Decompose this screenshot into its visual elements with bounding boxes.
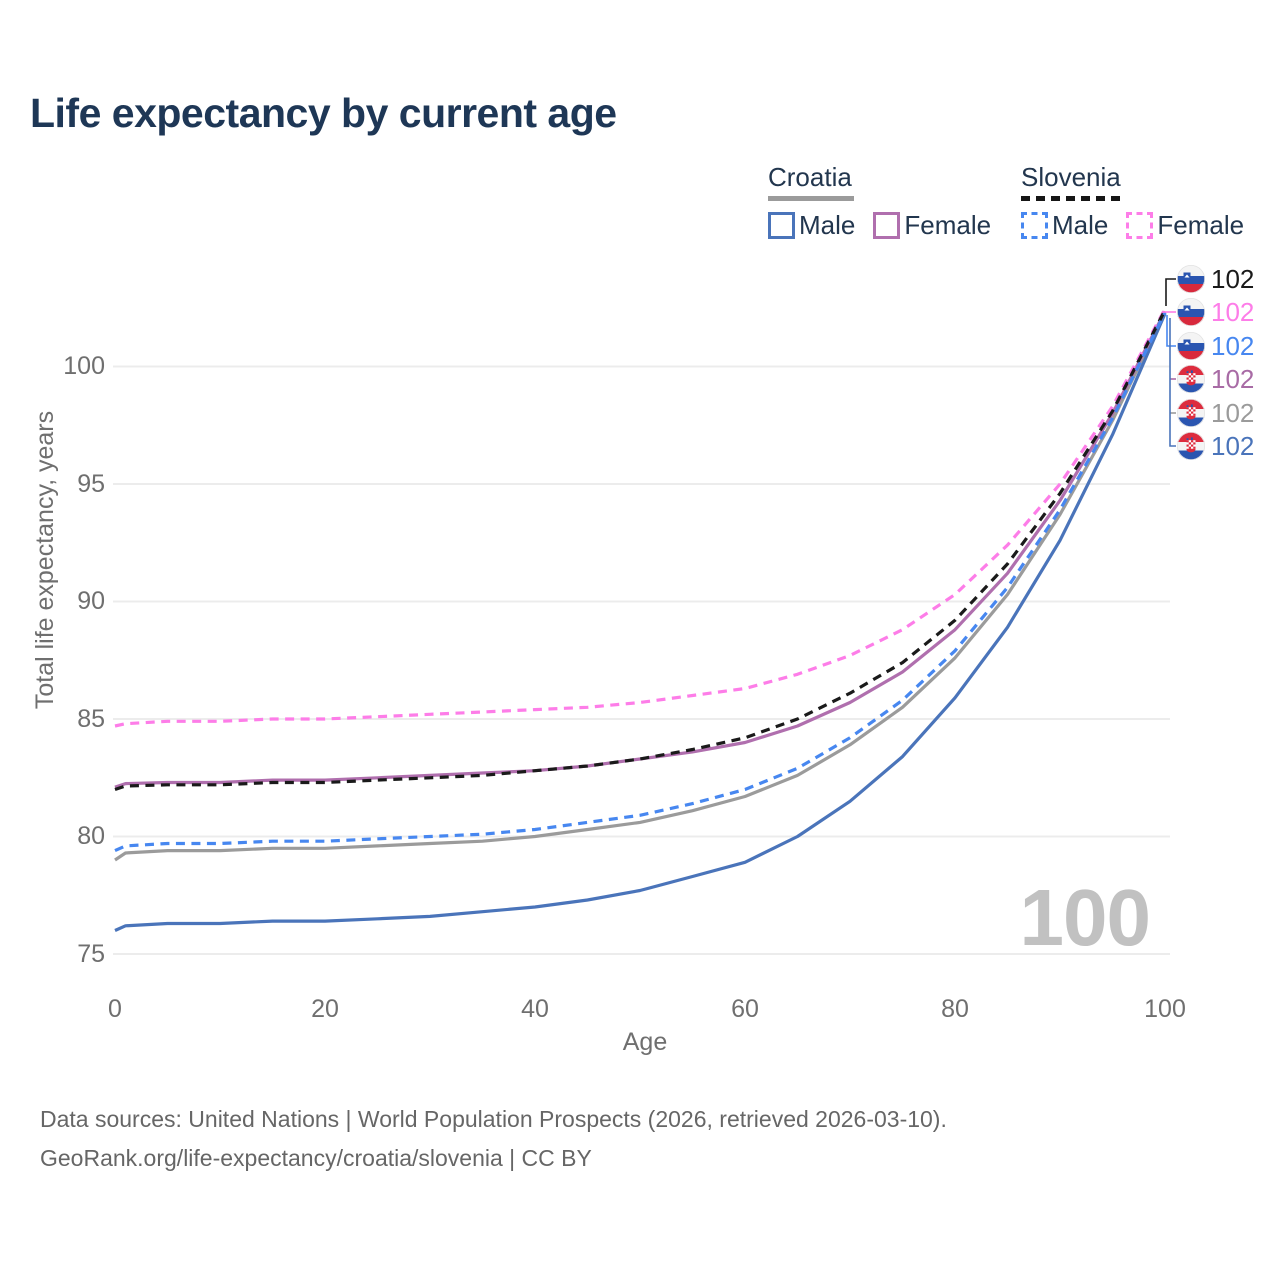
slovenia-flag-icon xyxy=(1177,298,1205,326)
end-value-croatia-female: 102 xyxy=(1211,363,1255,394)
x-tick-100: 100 xyxy=(1144,995,1186,1023)
slovenia-male-swatch-icon xyxy=(1021,212,1048,239)
legend-croatia-male-label: Male xyxy=(799,210,856,240)
end-value-slovenia-female: 102 xyxy=(1211,296,1255,327)
y-tick-85: 85 xyxy=(77,705,105,733)
croatia-flag-icon xyxy=(1177,432,1205,460)
legend-item-croatia-male[interactable]: Male xyxy=(768,210,855,241)
x-tick-40: 40 xyxy=(521,995,549,1023)
legend-croatia-entries: Male Female xyxy=(768,210,991,241)
croatia-male-swatch-icon xyxy=(768,212,795,239)
croatia-female-swatch-icon xyxy=(873,212,901,239)
y-tick-95: 95 xyxy=(77,470,105,498)
data-sources-text: Data sources: United Nations | World Pop… xyxy=(40,1106,947,1132)
croatia-solid-line-swatch xyxy=(768,196,854,201)
end-label-croatia-male[interactable]: 102 xyxy=(1177,430,1255,461)
end-label-croatia-total[interactable]: 102 xyxy=(1177,397,1255,428)
end-label-connectors xyxy=(1163,278,1176,447)
x-tick-60: 60 xyxy=(731,995,759,1023)
end-value-slovenia-total: 102 xyxy=(1211,263,1255,294)
end-label-slovenia-total[interactable]: 102 xyxy=(1177,263,1255,294)
croatia-flag-icon xyxy=(1177,365,1205,393)
series-line-slovenia_female xyxy=(114,308,1167,728)
slovenia-flag-icon xyxy=(1177,265,1205,293)
y-tick-100: 100 xyxy=(63,352,105,380)
x-tick-20: 20 xyxy=(311,995,339,1023)
legend-croatia-female-label: Female xyxy=(904,210,992,240)
x-tick-80: 80 xyxy=(941,995,969,1023)
legend-slovenia-male-label: Male xyxy=(1052,210,1109,240)
legend-slovenia-title: Slovenia xyxy=(1021,162,1121,192)
series-line-slovenia_total xyxy=(114,309,1167,792)
croatia-flag-icon xyxy=(1177,399,1205,427)
attribution-link-text[interactable]: GeoRank.org/life-expectancy/croatia/slov… xyxy=(40,1145,592,1171)
series-lines xyxy=(114,308,1167,932)
end-label-croatia-female[interactable]: 102 xyxy=(1177,363,1255,394)
legend-item-slovenia-female[interactable]: Female xyxy=(1126,210,1244,241)
legend-slovenia-entries: Male Female xyxy=(1021,210,1244,241)
legend-group-slovenia: Slovenia Male Female xyxy=(1021,162,1244,241)
legend-croatia-title: Croatia xyxy=(768,162,852,192)
page-title: Life expectancy by current age xyxy=(30,90,617,136)
x-tick-0: 0 xyxy=(108,995,122,1023)
y-axis-title: Total life expectancy, years xyxy=(31,410,59,710)
x-axis-title: Age xyxy=(622,1028,668,1056)
end-label-slovenia-male[interactable]: 102 xyxy=(1177,330,1255,361)
legend-slovenia-female-label: Female xyxy=(1157,210,1245,240)
legend-group-croatia: Croatia Male Female xyxy=(768,162,991,241)
series-line-croatia_total xyxy=(114,311,1167,862)
legend-item-croatia-female[interactable]: Female xyxy=(873,210,991,241)
series-line-croatia_female xyxy=(114,310,1167,789)
legend-item-slovenia-male[interactable]: Male xyxy=(1021,210,1108,241)
series-line-slovenia_male xyxy=(114,311,1167,853)
slovenia-dashed-line-swatch xyxy=(1021,196,1121,201)
end-value-croatia-total: 102 xyxy=(1211,397,1255,428)
hover-age-watermark: 100 xyxy=(1019,873,1151,962)
end-value-croatia-male: 102 xyxy=(1211,430,1255,461)
slovenia-flag-icon xyxy=(1177,332,1205,360)
end-label-slovenia-female[interactable]: 102 xyxy=(1177,296,1255,327)
gridlines xyxy=(113,365,1170,955)
y-tick-75: 75 xyxy=(77,940,105,968)
y-tick-80: 80 xyxy=(77,822,105,850)
end-value-slovenia-male: 102 xyxy=(1211,330,1255,361)
series-line-croatia_male xyxy=(114,312,1167,932)
y-tick-90: 90 xyxy=(77,587,105,615)
slovenia-female-swatch-icon xyxy=(1126,212,1154,239)
